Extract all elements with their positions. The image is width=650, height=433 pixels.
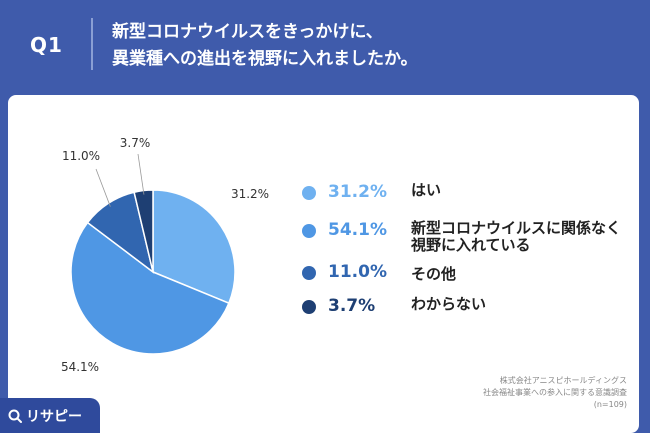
legend-label: 新型コロナウイルスに関係なく 視野に入れている [411, 220, 636, 254]
pie-data-label: 3.7% [120, 136, 151, 150]
logo-text: リサピー [26, 409, 82, 425]
pie-chart: 31.2% 54.1% 11.0% 3.7% [61, 136, 269, 374]
footnote: 株式会社アニスピホールディングス 社会福祉事業への参入に関する意識調査 (n=1… [387, 375, 627, 411]
legend-percentage: 3.7% [328, 296, 376, 316]
legend-dot [302, 186, 316, 200]
pie-data-label: 11.0% [62, 149, 100, 163]
footnote-survey: 社会福祉事業への参入に関する意識調査 [483, 388, 627, 397]
legend-label: はい [411, 181, 442, 199]
pie-slice [70, 221, 230, 355]
legend-label-line-1: 新型コロナウイルスに関係なく [411, 219, 622, 237]
brand-logo: リサピー [0, 398, 100, 433]
question-text: 新型コロナウイルスをきっかけに、 異業種への進出を視野に入れましたか。 [112, 19, 418, 73]
legend-label: わからない [411, 295, 487, 313]
leader-line [95, 168, 111, 207]
chart-card: 31.2% 54.1% 11.0% 3.7% 31.2% はい 54.1% 新型コロナ… [8, 95, 639, 433]
question-line-2: 異業種への進出を視野に入れましたか。 [112, 49, 418, 69]
header-divider [91, 18, 93, 70]
search-icon [8, 409, 22, 423]
question-number: Q1 [30, 33, 63, 57]
legend-percentage: 54.1% [328, 220, 387, 240]
legend-dot [302, 224, 316, 238]
leader-line [137, 153, 145, 195]
legend-percentage: 11.0% [328, 262, 387, 282]
legend-dot [302, 300, 316, 314]
legend-dot [302, 266, 316, 280]
footnote-sample-size: (n=109) [593, 400, 627, 409]
pie-data-label: 54.1% [61, 360, 99, 374]
question-line-1: 新型コロナウイルスをきっかけに、 [112, 22, 383, 42]
legend-label-line-2: 視野に入れている [411, 236, 531, 254]
legend-label: その他 [411, 265, 457, 283]
pie-data-label: 31.2% [231, 187, 269, 201]
pie-slice [152, 189, 236, 305]
footnote-company: 株式会社アニスピホールディングス [499, 376, 627, 385]
question-header: Q1 新型コロナウイルスをきっかけに、 異業種への進出を視野に入れましたか。 [0, 0, 650, 88]
legend-percentage: 31.2% [328, 182, 387, 202]
